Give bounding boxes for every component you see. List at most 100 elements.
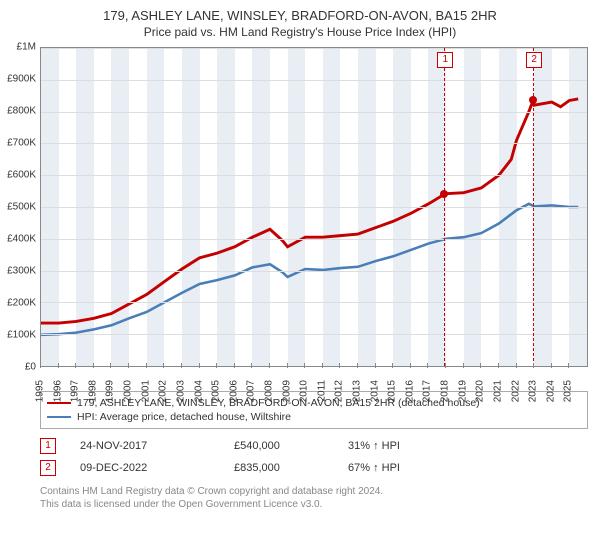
sale-delta: 31% ↑ HPI	[348, 440, 400, 452]
x-tick-mark	[269, 363, 270, 368]
plot-area: 12	[40, 47, 588, 367]
x-tick-mark	[445, 363, 446, 368]
gridline-h	[41, 175, 587, 176]
x-tick-mark	[463, 363, 464, 368]
x-tick-label: 1998	[87, 380, 98, 402]
y-tick-label: £600K	[0, 170, 36, 181]
x-tick-label: 2012	[334, 380, 345, 402]
sale-price: £540,000	[234, 440, 324, 452]
marker-dot	[440, 190, 448, 198]
marker-index-box: 1	[437, 52, 453, 68]
gridline-h	[41, 80, 587, 81]
x-tick-mark	[40, 363, 41, 368]
y-tick-label: £1M	[0, 42, 36, 53]
x-tick-label: 2018	[440, 380, 451, 402]
x-tick-mark	[392, 363, 393, 368]
x-tick-label: 2019	[457, 380, 468, 402]
x-tick-mark	[251, 363, 252, 368]
footer-line1: Contains HM Land Registry data © Crown c…	[40, 485, 588, 498]
x-tick-label: 2013	[352, 380, 363, 402]
x-tick-label: 2009	[281, 380, 292, 402]
x-tick-mark	[58, 363, 59, 368]
x-tick-label: 1997	[70, 380, 81, 402]
x-tick-label: 2006	[228, 380, 239, 402]
x-tick-mark	[75, 363, 76, 368]
chart: 12 £0£100K£200K£300K£400K£500K£600K£700K…	[40, 47, 588, 387]
footer: Contains HM Land Registry data © Crown c…	[40, 485, 588, 511]
y-tick-label: £900K	[0, 74, 36, 85]
x-tick-mark	[322, 363, 323, 368]
x-tick-label: 2003	[175, 380, 186, 402]
x-tick-label: 1999	[105, 380, 116, 402]
marker-dot	[529, 96, 537, 104]
gridline-h	[41, 48, 587, 49]
x-tick-mark	[163, 363, 164, 368]
gridline-h	[41, 239, 587, 240]
x-tick-label: 2021	[492, 380, 503, 402]
x-tick-label: 2015	[387, 380, 398, 402]
legend-swatch	[47, 402, 71, 404]
x-tick-mark	[357, 363, 358, 368]
marker-index-box: 2	[526, 52, 542, 68]
sales-table: 124-NOV-2017£540,00031% ↑ HPI209-DEC-202…	[40, 435, 588, 479]
gridline-h	[41, 143, 587, 144]
x-tick-label: 2023	[528, 380, 539, 402]
series-line	[41, 99, 578, 323]
x-tick-mark	[304, 363, 305, 368]
x-tick-label: 2000	[123, 380, 134, 402]
x-tick-mark	[110, 363, 111, 368]
sale-date: 09-DEC-2022	[80, 462, 210, 474]
series-line	[41, 204, 578, 335]
footer-line2: This data is licensed under the Open Gov…	[40, 498, 588, 511]
x-tick-mark	[181, 363, 182, 368]
x-tick-mark	[287, 363, 288, 368]
x-tick-mark	[146, 363, 147, 368]
y-tick-label: £500K	[0, 202, 36, 213]
x-tick-mark	[568, 363, 569, 368]
legend-label: HPI: Average price, detached house, Wilt…	[77, 411, 291, 423]
x-tick-label: 2011	[316, 380, 327, 402]
gridline-h	[41, 334, 587, 335]
x-tick-label: 2016	[404, 380, 415, 402]
x-tick-mark	[199, 363, 200, 368]
sale-price: £835,000	[234, 462, 324, 474]
title-subtitle: Price paid vs. HM Land Registry's House …	[0, 25, 600, 39]
marker-line	[444, 48, 445, 366]
sale-index-box: 2	[40, 460, 56, 476]
gridline-h	[41, 271, 587, 272]
x-tick-mark	[410, 363, 411, 368]
x-tick-label: 2022	[510, 380, 521, 402]
x-tick-label: 2025	[563, 380, 574, 402]
x-tick-mark	[498, 363, 499, 368]
x-tick-label: 1996	[52, 380, 63, 402]
x-tick-mark	[339, 363, 340, 368]
x-tick-mark	[516, 363, 517, 368]
y-tick-label: £400K	[0, 234, 36, 245]
x-tick-mark	[551, 363, 552, 368]
x-tick-label: 2001	[140, 380, 151, 402]
y-tick-label: £200K	[0, 298, 36, 309]
x-tick-label: 2017	[422, 380, 433, 402]
x-tick-label: 1995	[35, 380, 46, 402]
x-tick-label: 2010	[299, 380, 310, 402]
x-tick-label: 2008	[263, 380, 274, 402]
x-tick-mark	[128, 363, 129, 368]
y-tick-label: £800K	[0, 106, 36, 117]
x-tick-label: 2004	[193, 380, 204, 402]
sale-row: 2 09-DEC-2022 £835,000 67% ↑ HPI	[40, 457, 588, 479]
legend-swatch	[47, 416, 71, 418]
sale-delta: 67% ↑ HPI	[348, 462, 400, 474]
x-tick-label: 2007	[246, 380, 257, 402]
x-tick-label: 2020	[475, 380, 486, 402]
x-tick-mark	[375, 363, 376, 368]
legend-label: 179, ASHLEY LANE, WINSLEY, BRADFORD-ON-A…	[77, 397, 480, 409]
title-block: 179, ASHLEY LANE, WINSLEY, BRADFORD-ON-A…	[0, 0, 600, 39]
x-tick-mark	[427, 363, 428, 368]
x-tick-mark	[234, 363, 235, 368]
y-tick-label: £0	[0, 362, 36, 373]
x-tick-label: 2014	[369, 380, 380, 402]
gridline-h	[41, 207, 587, 208]
y-tick-label: £700K	[0, 138, 36, 149]
x-tick-mark	[93, 363, 94, 368]
title-address: 179, ASHLEY LANE, WINSLEY, BRADFORD-ON-A…	[0, 8, 600, 23]
